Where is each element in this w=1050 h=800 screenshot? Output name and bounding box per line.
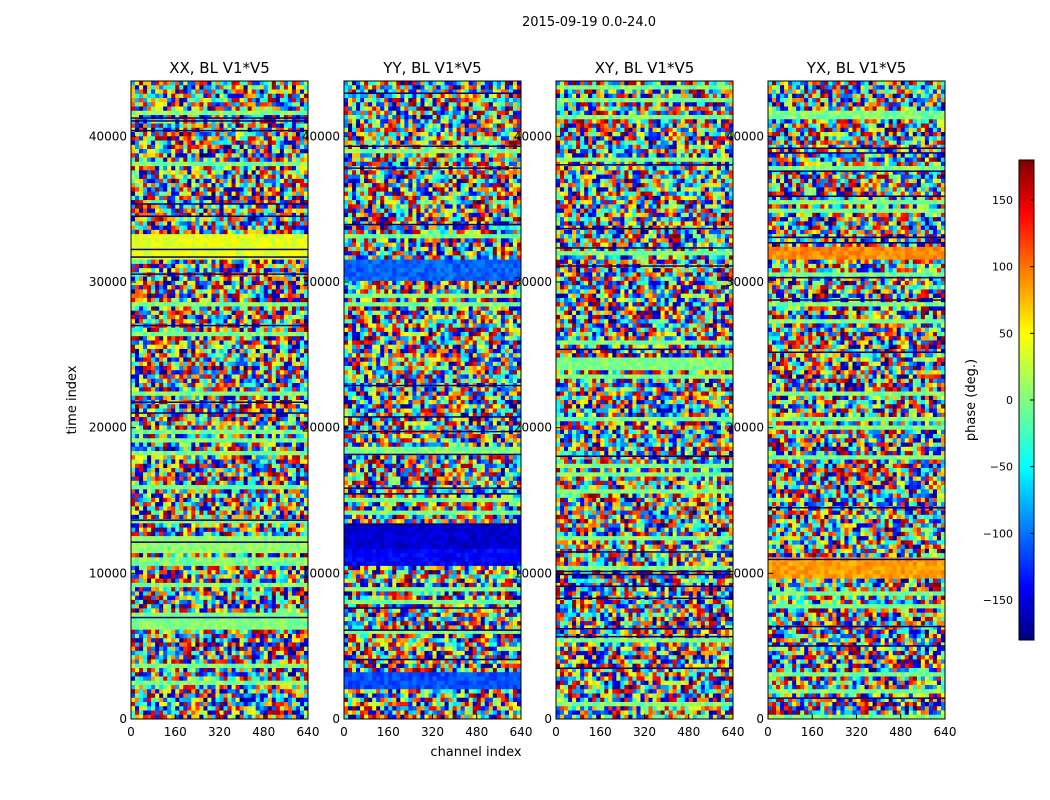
panel-title: XX, BL V1*V5 (169, 59, 270, 77)
x-tick-label: 480 (889, 725, 912, 739)
panel-4: YX, BL V1*V5 0 160 320 480 640 0 10000 20000 3000… (726, 59, 957, 739)
x-tick-label: 160 (589, 725, 612, 739)
figure-suptitle: 2015-09-19 0.0-24.0 (522, 15, 656, 30)
heatmap-cells (768, 81, 946, 720)
colorbar-tick-label: 150 (992, 194, 1013, 207)
x-tick-label: 160 (801, 725, 824, 739)
panel-title: YY, BL V1*V5 (382, 59, 481, 77)
y-tick-label: 30000 (89, 275, 127, 289)
y-tick-label: 20000 (726, 421, 764, 435)
y-tick-label: 0 (332, 712, 340, 726)
panel-1: XX, BL V1*V5 0 160 320 480 640 0 10000 20000 3000… (89, 59, 320, 739)
y-tick-label: 40000 (514, 129, 552, 143)
x-tick-label: 640 (510, 725, 533, 739)
colorbar-tick-label: −50 (990, 461, 1013, 474)
heatmap-panels: XX, BL V1*V5 0 160 320 480 640 0 10000 20000 3000… (89, 59, 957, 739)
x-tick-label: 320 (845, 725, 868, 739)
y-tick-label: 30000 (514, 275, 552, 289)
colorbar-tick-label: −150 (983, 594, 1013, 607)
y-tick-label: 20000 (514, 421, 552, 435)
colorbar-label: phase (deg.) (964, 359, 979, 441)
y-tick-label: 30000 (302, 275, 340, 289)
colorbar-tick-label: −100 (983, 527, 1013, 540)
x-tick-label: 640 (722, 725, 745, 739)
y-tick-label: 0 (544, 712, 552, 726)
x-axis-label: channel index (430, 745, 521, 760)
x-tick-label: 0 (127, 725, 135, 739)
y-tick-label: 0 (119, 712, 127, 726)
y-tick-label: 40000 (726, 129, 764, 143)
y-tick-label: 40000 (302, 129, 340, 143)
x-tick-label: 320 (421, 725, 444, 739)
colorbar: 150 100 50 0 −50 −100 −150 phase (deg.) (964, 159, 1035, 641)
colorbar-ticks: 150 100 50 0 −50 −100 −150 (983, 194, 1034, 607)
heatmap-cells (131, 81, 309, 720)
x-tick-label: 160 (164, 725, 187, 739)
x-tick-label: 480 (465, 725, 488, 739)
y-tick-label: 30000 (726, 275, 764, 289)
heatmap-cells (344, 81, 522, 720)
y-tick-label: 40000 (89, 129, 127, 143)
colorbar-tick-label: 100 (992, 261, 1013, 274)
panel-2: YY, BL V1*V5 0 160 320 480 640 0 10000 20000 3000… (302, 59, 533, 739)
x-tick-label: 640 (297, 725, 320, 739)
y-tick-label: 20000 (302, 421, 340, 435)
x-tick-label: 0 (340, 725, 348, 739)
y-tick-label: 10000 (302, 566, 340, 580)
y-tick-label: 10000 (89, 566, 127, 580)
x-tick-label: 160 (377, 725, 400, 739)
x-tick-label: 640 (934, 725, 957, 739)
x-tick-label: 0 (764, 725, 772, 739)
x-tick-label: 320 (208, 725, 231, 739)
x-tick-label: 0 (552, 725, 560, 739)
heatmap-cells (556, 81, 734, 720)
colorbar-tick-label: 50 (999, 327, 1013, 340)
x-tick-label: 320 (633, 725, 656, 739)
x-tick-label: 480 (677, 725, 700, 739)
panel-title: YX, BL V1*V5 (806, 59, 907, 77)
y-tick-label: 0 (756, 712, 764, 726)
panel-3: XY, BL V1*V5 0 160 320 480 640 0 10000 20000 3000… (514, 59, 745, 739)
y-tick-label: 10000 (726, 566, 764, 580)
panel-title: XY, BL V1*V5 (595, 59, 695, 77)
y-tick-label: 10000 (514, 566, 552, 580)
colorbar-tick-label: 0 (1006, 394, 1013, 407)
y-axis-label: time index (65, 365, 80, 434)
y-tick-label: 20000 (89, 421, 127, 435)
x-tick-label: 480 (252, 725, 275, 739)
